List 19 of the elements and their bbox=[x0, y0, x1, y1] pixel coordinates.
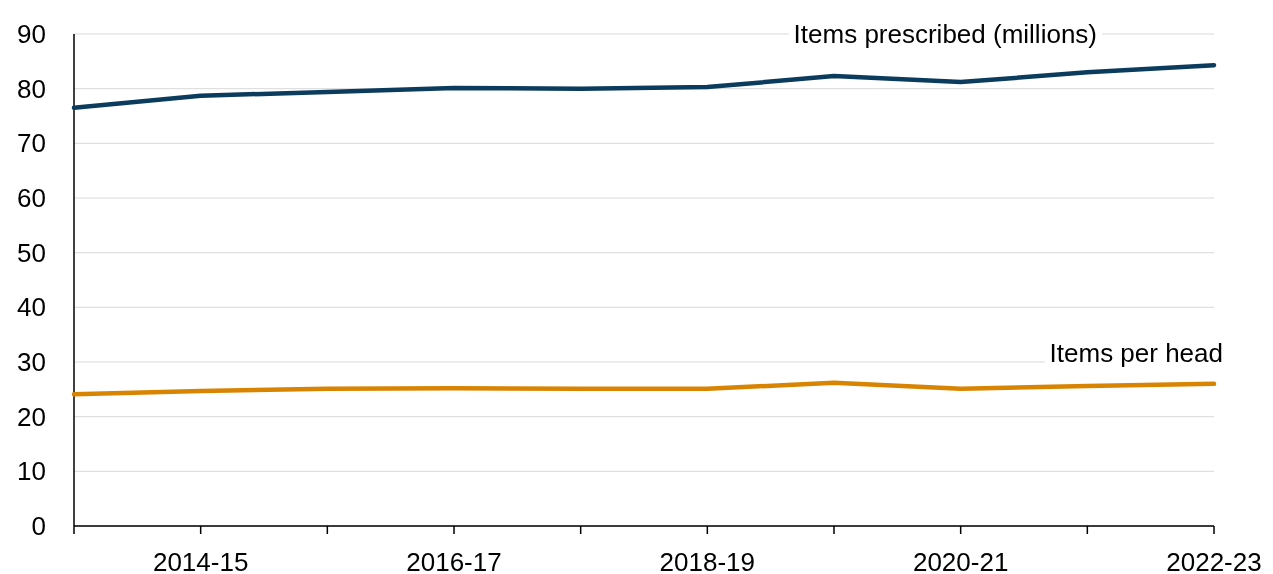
y-tick-label: 20 bbox=[17, 401, 46, 432]
y-tick-label: 90 bbox=[17, 19, 46, 50]
y-tick-label: 0 bbox=[31, 511, 46, 542]
line-series bbox=[71, 62, 1217, 111]
series-label: Items per head bbox=[1049, 337, 1223, 368]
x-tick-label: 2016-17 bbox=[406, 547, 502, 574]
x-tick-label: 2014-15 bbox=[152, 547, 249, 574]
series-label: Items prescribed (millions) bbox=[793, 19, 1097, 50]
line-series bbox=[71, 380, 1217, 397]
y-tick-label: 30 bbox=[17, 347, 46, 378]
x-tick-label: 2018-19 bbox=[659, 547, 756, 574]
y-tick-label: 50 bbox=[17, 237, 46, 268]
x-tick-label: 2022-23 bbox=[1166, 547, 1262, 574]
y-tick-label: 40 bbox=[17, 292, 46, 323]
y-tick-label: 10 bbox=[17, 456, 46, 487]
y-tick-label: 80 bbox=[17, 73, 46, 104]
x-tick-label: 2020-21 bbox=[912, 547, 1009, 574]
y-tick-label: 60 bbox=[17, 183, 46, 214]
y-tick-label: 70 bbox=[17, 128, 46, 159]
